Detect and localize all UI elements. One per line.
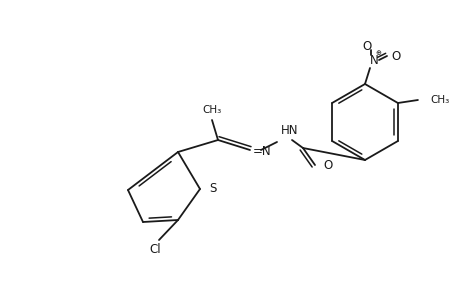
Text: CH₃: CH₃ — [429, 95, 448, 105]
Text: O: O — [322, 158, 331, 172]
Text: =N: =N — [252, 145, 271, 158]
Text: N: N — [369, 53, 378, 67]
Text: O: O — [391, 50, 400, 62]
Text: HN: HN — [280, 124, 298, 137]
Text: Cl: Cl — [149, 244, 161, 256]
Text: ⊕: ⊕ — [374, 50, 380, 56]
Text: CH₃: CH₃ — [202, 105, 221, 115]
Text: O: O — [362, 40, 371, 52]
Text: S: S — [208, 182, 216, 196]
